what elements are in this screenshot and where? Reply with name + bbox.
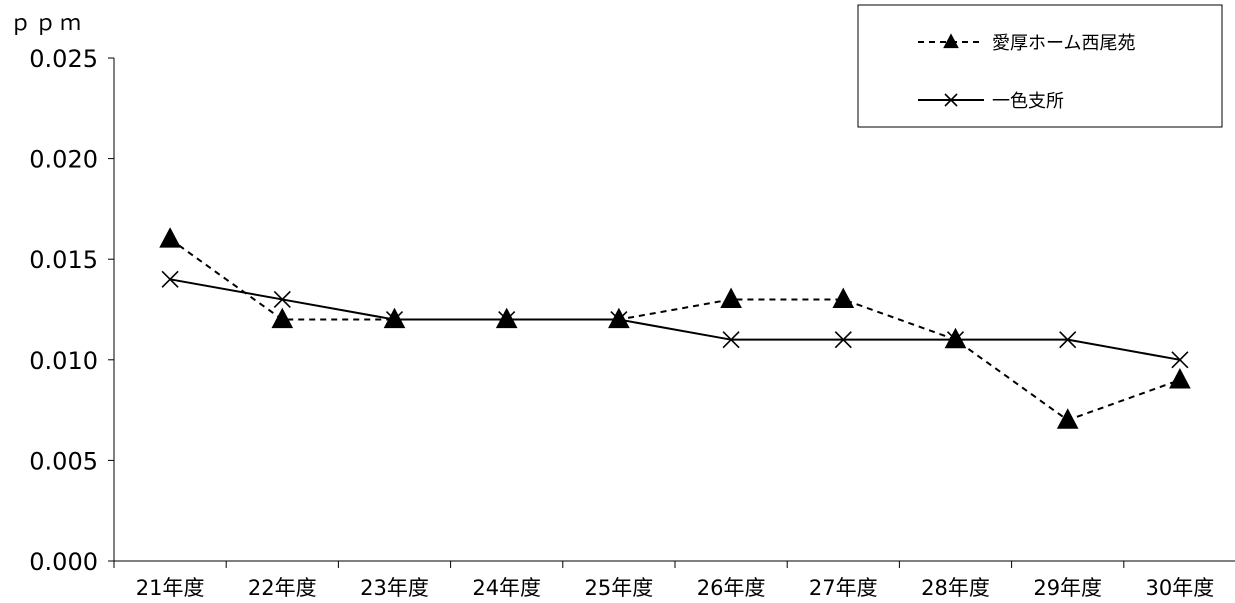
y-tick-label: 0.005 [29,447,98,475]
data-point-cross [834,331,852,349]
y-axis-unit-label: ｐｐｍ [10,11,85,35]
series-line [169,278,1181,361]
data-point-cross [273,290,291,309]
axes [108,57,1235,568]
y-tick-label: 0.025 [29,45,98,73]
y-tick-labels: 0.000 0.005 0.010 0.015 0.020 0.025 [29,45,98,576]
x-tick-labels: 21年度 22年度 23年度 24年度 25年度 26年度 27年度 28年度 29年度 30年度 [136,576,1215,600]
data-point-triangle [1056,408,1079,429]
data-point-triangle [944,327,967,349]
cross-stroke [834,331,852,349]
data-point-cross [1171,351,1189,369]
x-tick-label: 21年度 [136,576,205,600]
series-layer [159,227,1191,429]
x-tick-label: 26年度 [697,576,766,600]
data-point-cross [722,331,740,349]
data-point-cross [385,310,404,329]
legend-marker-cross [944,93,958,107]
y-tick-label: 0.015 [29,246,98,274]
y-tick-label: 0.000 [29,548,98,576]
data-point-triangle [832,287,855,309]
legend-label: 一色支所 [992,91,1064,112]
series-2 [161,270,1189,369]
series-line [169,238,1181,422]
x-tick-label: 22年度 [248,576,317,600]
cross-stroke [273,290,291,309]
legend-item: 一色支所 [918,91,1064,112]
data-point-triangle [608,307,630,329]
legend-box [857,4,1223,128]
legend-item: 愛厚ホーム西尾苑 [918,33,1135,54]
legend-label: 愛厚ホーム西尾苑 [992,33,1135,54]
cross-stroke [1171,351,1189,369]
cross-stroke [1059,331,1077,349]
y-tick-label: 0.010 [29,347,98,375]
cross-stroke [946,331,965,349]
cross-stroke [385,310,404,329]
data-point-cross [1059,331,1077,349]
data-point-triangle [720,287,742,309]
data-point-triangle [495,307,518,329]
data-point-triangle [159,227,181,248]
x-tick-label: 27年度 [809,576,878,600]
x-tick-label: 23年度 [360,576,429,600]
x-tick-label: 30年度 [1146,576,1215,600]
cross-stroke [610,310,628,329]
cross-stroke [161,270,179,288]
x-tick-label: 24年度 [472,576,541,600]
data-point-cross [161,270,179,288]
x-tick-label: 28年度 [921,576,990,600]
cross-stroke [498,310,516,329]
data-point-cross [946,331,965,349]
y-tick-label: 0.020 [29,146,98,174]
legend-marker-triangle [943,33,959,49]
data-point-triangle [1169,368,1191,389]
series-1 [159,227,1191,429]
x-tick-label: 25年度 [585,576,654,600]
cross-stroke [722,331,740,349]
cross-stroke [944,93,958,107]
x-tick-label: 29年度 [1033,576,1102,600]
data-point-cross [498,310,516,329]
data-point-triangle [271,307,294,329]
data-point-cross [610,310,628,329]
